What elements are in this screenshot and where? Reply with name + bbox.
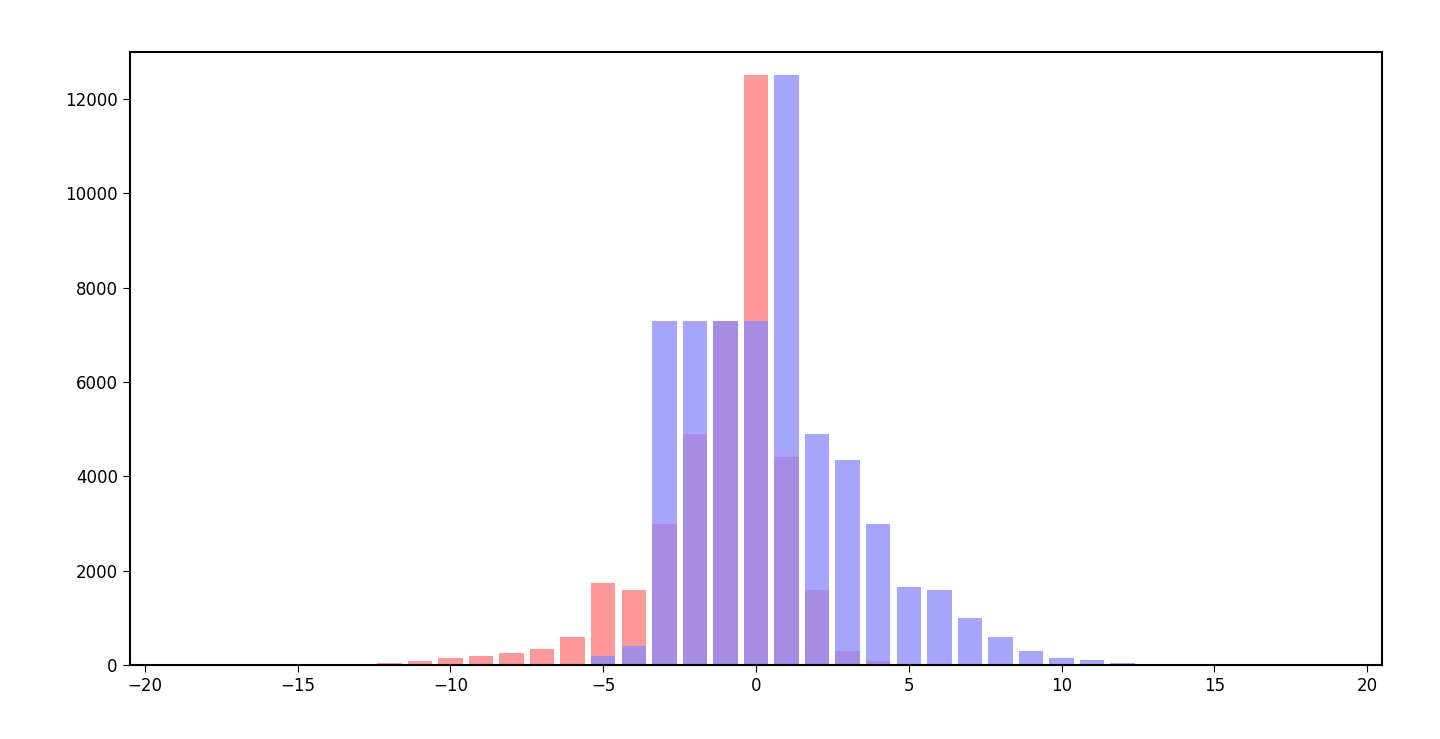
Bar — [744, 321, 768, 665]
Bar — [622, 590, 647, 665]
Bar — [590, 655, 615, 665]
Bar — [865, 661, 890, 665]
Bar — [897, 588, 922, 665]
Bar — [744, 75, 768, 665]
Bar — [775, 75, 799, 665]
Bar — [652, 321, 677, 665]
Bar — [958, 618, 982, 665]
Bar — [377, 663, 402, 665]
Bar — [683, 321, 707, 665]
Bar — [469, 655, 494, 665]
Bar — [590, 582, 615, 665]
Bar — [775, 457, 799, 665]
Bar — [713, 321, 737, 665]
Bar — [652, 523, 677, 665]
Bar — [805, 434, 829, 665]
Bar — [1080, 661, 1104, 665]
Bar — [1110, 663, 1135, 665]
Bar — [408, 661, 432, 665]
Bar — [897, 664, 922, 665]
Bar — [438, 658, 462, 665]
Bar — [1140, 664, 1165, 665]
Bar — [530, 649, 554, 665]
Bar — [500, 653, 524, 665]
Bar — [865, 523, 890, 665]
Bar — [622, 646, 647, 665]
Bar — [713, 321, 737, 665]
Bar — [927, 590, 952, 665]
Bar — [683, 434, 707, 665]
Bar — [560, 637, 585, 665]
Bar — [835, 460, 860, 665]
Bar — [1050, 658, 1074, 665]
Bar — [805, 590, 829, 665]
Bar — [1018, 651, 1043, 665]
Bar — [988, 637, 1012, 665]
Bar — [835, 651, 860, 665]
Bar — [163, 664, 187, 665]
